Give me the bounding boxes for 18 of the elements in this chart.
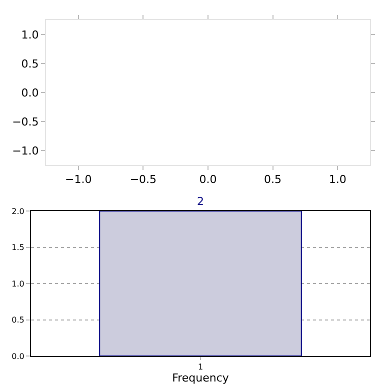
x-axis-title: Frequency	[172, 372, 230, 385]
x-tick-label: −1.0	[65, 173, 92, 186]
data-label: 2	[197, 195, 204, 208]
x-tick-label: 1.0	[328, 173, 346, 186]
y-tick-label: 0.5	[12, 316, 24, 325]
y-tick-label: 2.0	[12, 206, 24, 216]
y-tick-label: 1.0	[21, 28, 39, 42]
y-tick-label: 1.0	[12, 279, 24, 288]
x-tick-label: 0.5	[264, 173, 282, 186]
x-tick-label: −0.5	[130, 173, 157, 186]
x-tick-label: 1	[198, 362, 204, 372]
y-tick-label: 1.5	[12, 243, 24, 252]
x-tick-label: 0.0	[199, 173, 217, 186]
y-tick-label: 0.5	[21, 57, 39, 70]
y-tick-label: 0.0	[21, 86, 39, 100]
y-tick-label: 0.0	[12, 352, 24, 361]
y-tick-label: −0.5	[12, 115, 39, 128]
y-tick-label: −1.0	[12, 144, 39, 158]
